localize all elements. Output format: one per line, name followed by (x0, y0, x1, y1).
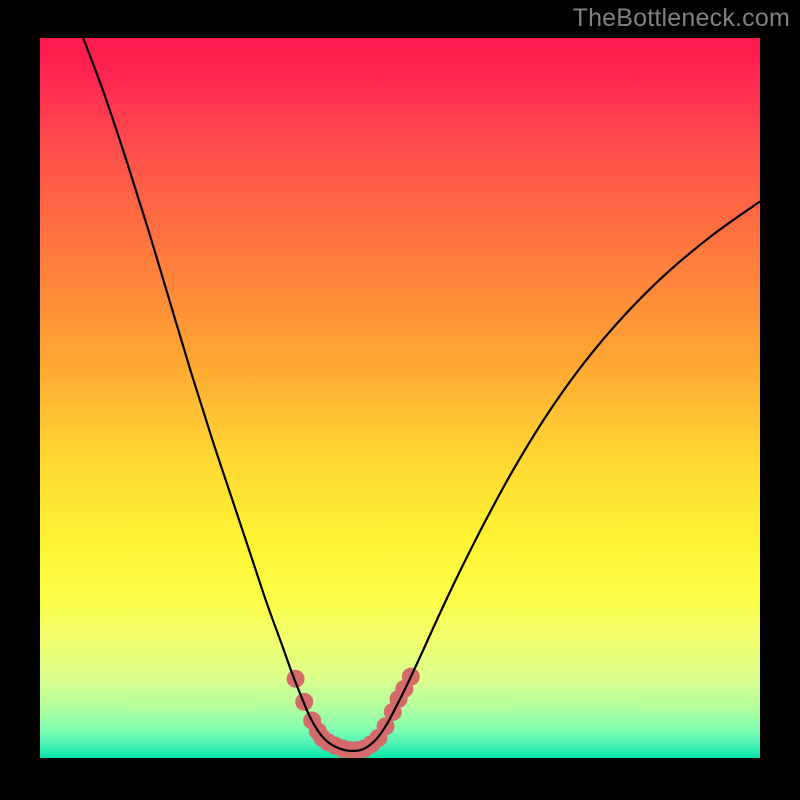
plot-svg (0, 0, 800, 800)
figure-root: TheBottleneck.com (0, 0, 800, 800)
gradient-background (40, 38, 760, 758)
watermark-text: TheBottleneck.com (573, 4, 790, 33)
